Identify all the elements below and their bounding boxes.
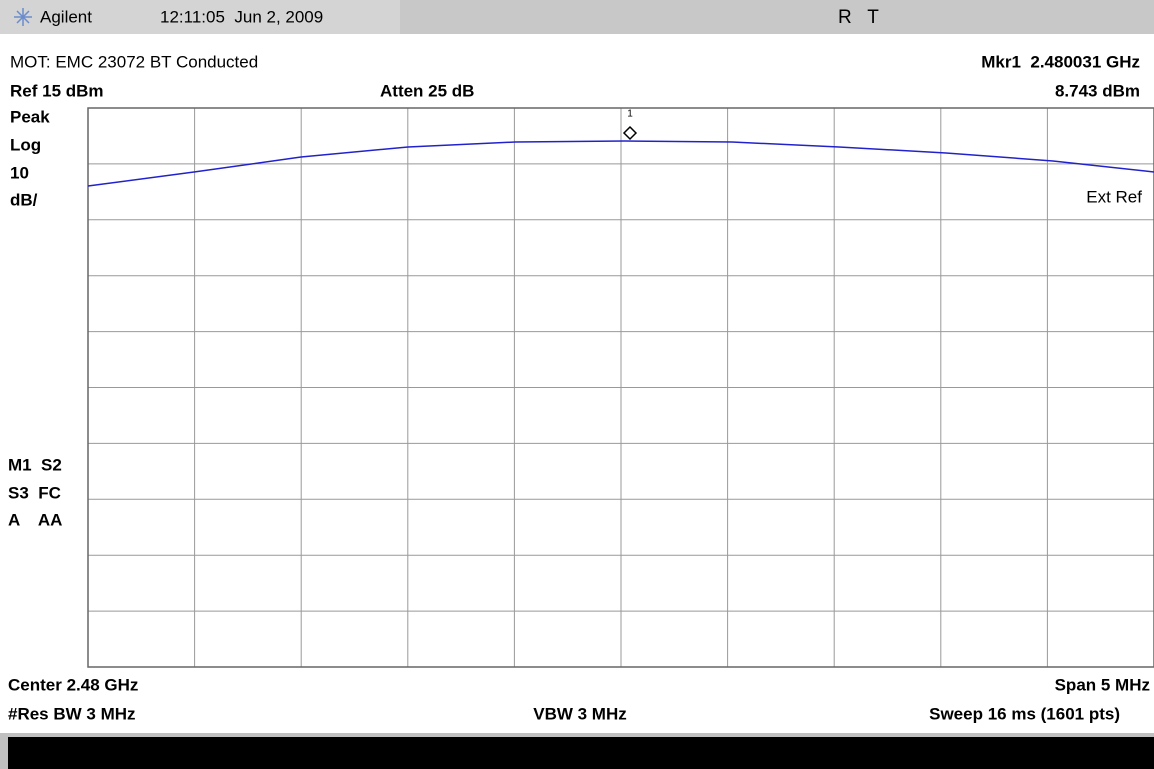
vbw: VBW 3 MHz — [533, 704, 627, 723]
marker-level: 8.743 dBm — [1055, 81, 1140, 100]
marker-readout: Mkr1 2.480031 GHz — [981, 52, 1140, 71]
span: Span 5 MHz — [1055, 675, 1150, 694]
sweep: Sweep 16 ms (1601 pts) — [929, 704, 1120, 723]
status-label: A AA — [8, 510, 62, 529]
attenuation: Atten 25 dB — [380, 81, 474, 100]
status-label: S3 FC — [8, 483, 61, 502]
datetime: 12:11:05 Jun 2, 2009 — [160, 7, 323, 26]
ref-level: Ref 15 dBm — [10, 81, 104, 100]
scale-label: Log — [10, 135, 41, 154]
status-label: M1 S2 — [8, 455, 62, 474]
brand: Agilent — [40, 7, 92, 26]
trace — [87, 140, 1154, 187]
marker-number: 1 — [627, 109, 633, 120]
scale-label: 10 — [10, 163, 29, 182]
scale-label: Peak — [10, 107, 50, 126]
title: MOT: EMC 23072 BT Conducted — [10, 52, 258, 71]
message-bar — [8, 737, 1154, 769]
rbw: #Res BW 3 MHz — [8, 704, 136, 723]
scale-label: dB/ — [10, 190, 38, 209]
graticule-border — [87, 107, 1154, 668]
brand-panel — [0, 0, 400, 34]
status: R T — [838, 7, 879, 28]
marker-diamond — [622, 125, 638, 141]
grid — [88, 108, 1154, 667]
agilent-logo — [14, 8, 32, 26]
ext-ref: Ext Ref — [1086, 187, 1142, 206]
center-freq: Center 2.48 GHz — [8, 675, 138, 694]
